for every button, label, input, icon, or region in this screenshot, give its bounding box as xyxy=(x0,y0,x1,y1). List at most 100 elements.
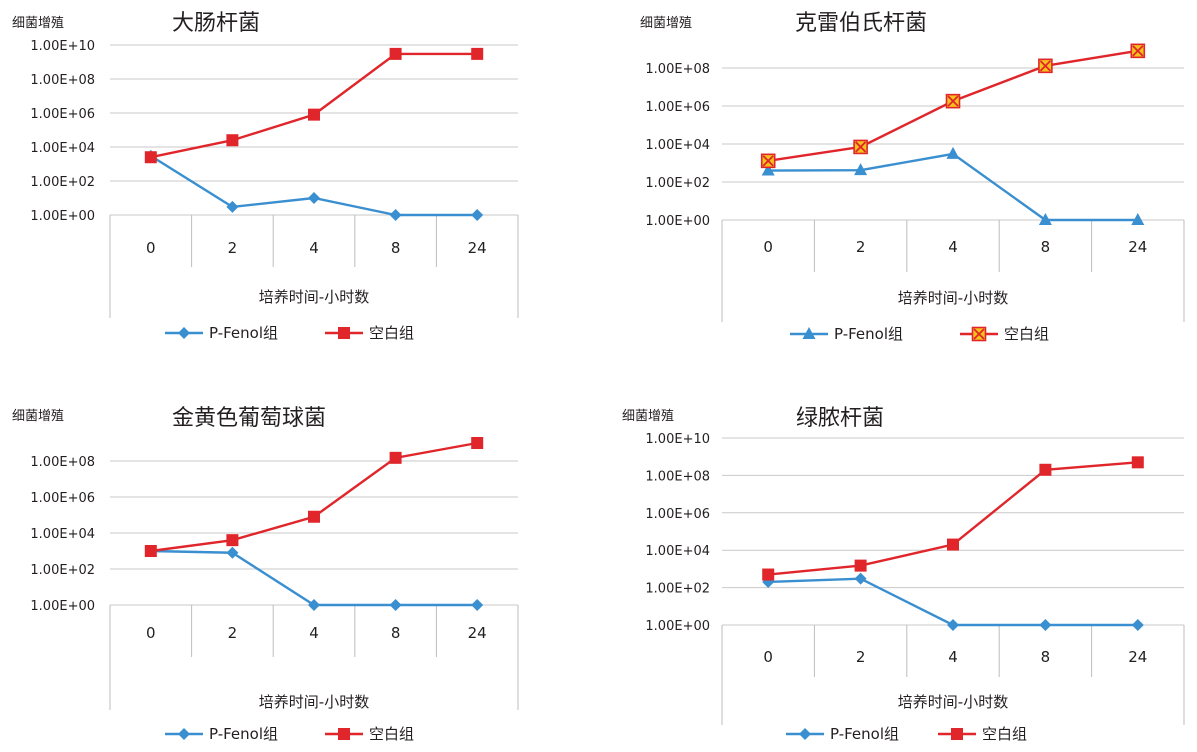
legend-swatch-marker xyxy=(951,728,963,740)
data-point xyxy=(144,151,157,164)
data-point-cross-b xyxy=(854,141,867,153)
chart-panel-staphylococcus: 细菌增殖 金黄色葡萄球菌 1.00E+00 1.00E+02 1.00E+04 1.00E… xyxy=(12,406,519,743)
y-tick-label: 1.00E+06 xyxy=(645,100,710,115)
y-tick-label: 1.00E+02 xyxy=(30,563,95,578)
x-tick-label: 8 xyxy=(391,624,401,642)
x-tick-label: 0 xyxy=(763,238,773,256)
y-tick-label: 1.00E+04 xyxy=(645,138,710,153)
data-point xyxy=(1130,43,1146,59)
legend-entry: 空白组 xyxy=(982,725,1027,743)
data-point-cross-b xyxy=(1039,60,1052,72)
y-axis-label: 细菌增殖 xyxy=(640,15,692,31)
y-axis-label: 细菌增殖 xyxy=(12,408,64,424)
data-point xyxy=(1131,619,1144,631)
chart-panel-klebsiella: 细菌增殖 克雷伯氏杆菌 1.00E+00 1.00E+02 1.00E+04 1.00E+… xyxy=(640,11,1185,343)
x-tick-label: 4 xyxy=(948,648,958,666)
y-tick-label: 1.00E+06 xyxy=(645,507,710,522)
data-point xyxy=(854,572,867,585)
data-point xyxy=(1038,213,1052,225)
legend-entry: 空白组 xyxy=(369,725,414,743)
data-point xyxy=(1131,213,1145,225)
series-line xyxy=(768,577,1138,627)
legend-swatch-marker xyxy=(338,327,350,339)
data-point xyxy=(226,134,239,147)
x-tick-label: 4 xyxy=(309,624,319,642)
series-line xyxy=(768,461,1138,576)
chart-title: 大肠杆菌 xyxy=(172,11,260,36)
y-tick-label: 1.00E+00 xyxy=(645,619,710,634)
legend-swatch-marker xyxy=(338,728,350,740)
legend-entry: 空白组 xyxy=(369,324,414,342)
data-point xyxy=(471,599,484,611)
data-point xyxy=(389,451,402,464)
data-point xyxy=(1038,58,1053,74)
y-tick-label: 1.00E+00 xyxy=(30,599,95,614)
y-tick-label: 1.00E+06 xyxy=(30,491,95,506)
x-tick-label: 8 xyxy=(1041,238,1051,256)
data-point xyxy=(226,534,239,547)
x-tick-label: 24 xyxy=(468,624,487,642)
data-point xyxy=(471,209,484,221)
x-tick-label: 24 xyxy=(1128,648,1147,666)
y-tick-label: 1.00E+02 xyxy=(645,176,710,191)
x-tick-label: 2 xyxy=(856,648,866,666)
x-tick-label: 2 xyxy=(228,239,238,257)
chart-title: 绿脓杆菌 xyxy=(796,406,884,431)
data-point xyxy=(471,47,484,60)
data-point xyxy=(144,545,157,557)
data-point xyxy=(947,538,959,551)
x-tick-label: 0 xyxy=(146,239,156,257)
data-point xyxy=(853,139,868,155)
y-tick-label: 1.00E+00 xyxy=(30,209,95,224)
legend-swatch-marker xyxy=(178,327,190,339)
x-axis-label: 培养时间-小时数 xyxy=(898,289,1008,307)
data-point xyxy=(945,93,961,109)
x-tick-label: 8 xyxy=(391,239,401,257)
data-point xyxy=(761,163,775,176)
x-tick-label: 0 xyxy=(146,624,156,642)
data-point xyxy=(389,209,402,221)
y-tick-label: 1.00E+08 xyxy=(30,73,95,88)
chart-title: 金黄色葡萄球菌 xyxy=(172,406,326,431)
data-point-cross-b xyxy=(1132,45,1144,57)
data-point xyxy=(1039,463,1052,476)
data-point xyxy=(308,192,320,204)
x-tick-label: 4 xyxy=(948,238,958,256)
series-line xyxy=(150,52,478,159)
series-line xyxy=(768,152,1138,222)
y-axis-label: 细菌增殖 xyxy=(12,15,64,31)
data-point xyxy=(854,559,867,572)
series-line xyxy=(150,549,478,607)
y-tick-label: 1.00E+02 xyxy=(30,175,95,190)
legend-entry: P-Fenol组 xyxy=(834,325,903,343)
y-tick-label: 1.00E+02 xyxy=(645,582,710,597)
y-tick-label: 1.00E+04 xyxy=(30,141,95,156)
legend-entry: P-Fenol组 xyxy=(209,725,278,743)
data-point xyxy=(760,153,776,169)
y-tick-label: 1.00E+10 xyxy=(30,39,95,54)
legend-entry: P-Fenol组 xyxy=(209,324,278,342)
data-point xyxy=(762,568,775,581)
legend-swatch-marker xyxy=(178,728,190,740)
data-point xyxy=(854,163,868,176)
y-tick-label: 1.00E+00 xyxy=(645,214,710,229)
legend-swatch-marker-cross-b xyxy=(973,328,985,340)
chart-title: 克雷伯氏杆菌 xyxy=(795,11,927,36)
data-point xyxy=(471,437,484,449)
y-tick-label: 1.00E+10 xyxy=(645,432,710,447)
x-axis-label: 培养时间-小时数 xyxy=(898,693,1008,711)
x-tick-label: 2 xyxy=(856,238,866,256)
legend-swatch-marker xyxy=(971,326,987,342)
data-point-cross-b xyxy=(762,155,774,167)
data-point xyxy=(308,108,320,121)
data-point xyxy=(1039,619,1052,631)
series-line xyxy=(150,154,478,217)
y-tick-label: 1.00E+06 xyxy=(30,107,95,122)
y-tick-label: 1.00E+08 xyxy=(645,62,710,77)
legend-swatch-marker xyxy=(799,728,811,740)
data-point xyxy=(389,47,402,60)
data-point xyxy=(308,510,320,523)
data-point xyxy=(226,200,239,213)
x-tick-label: 24 xyxy=(1128,238,1147,256)
